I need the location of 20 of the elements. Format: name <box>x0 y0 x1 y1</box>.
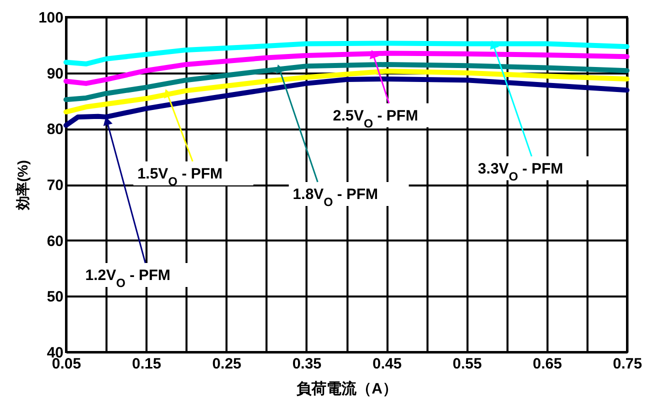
y-axis-title: 効率(%) <box>14 160 30 211</box>
x-tick-label: 0.15 <box>132 356 162 372</box>
y-tick-label: 90 <box>46 65 64 82</box>
y-tick-label: 80 <box>46 121 64 138</box>
y-tick-label: 100 <box>38 10 64 26</box>
text: 2.5V$_{O}$ - PFM <box>332 107 418 130</box>
text: 1.8V$_{O}$ - PFM <box>292 186 378 209</box>
y-tick-label: 60 <box>46 232 64 250</box>
text: 3.3V$_{O}$ - PFM <box>478 160 564 184</box>
text: 1.2V$_{O}$ - PFM <box>85 266 170 290</box>
y-tick-label: 50 <box>46 288 64 306</box>
x-tick-label: 0.65 <box>532 356 562 372</box>
x-axis-title: 負荷電流（A） <box>296 380 398 398</box>
x-tick-label: 0.55 <box>452 356 482 372</box>
x-tick-label: 0.75 <box>612 356 642 372</box>
x-tick-label: 0.25 <box>212 356 242 372</box>
x-tick-label: 0.45 <box>372 356 402 372</box>
x-tick-label: 0.35 <box>292 356 322 372</box>
y-tick-label: 70 <box>46 177 64 194</box>
text: 1.5V$_{O}$ - PFM <box>137 165 223 188</box>
